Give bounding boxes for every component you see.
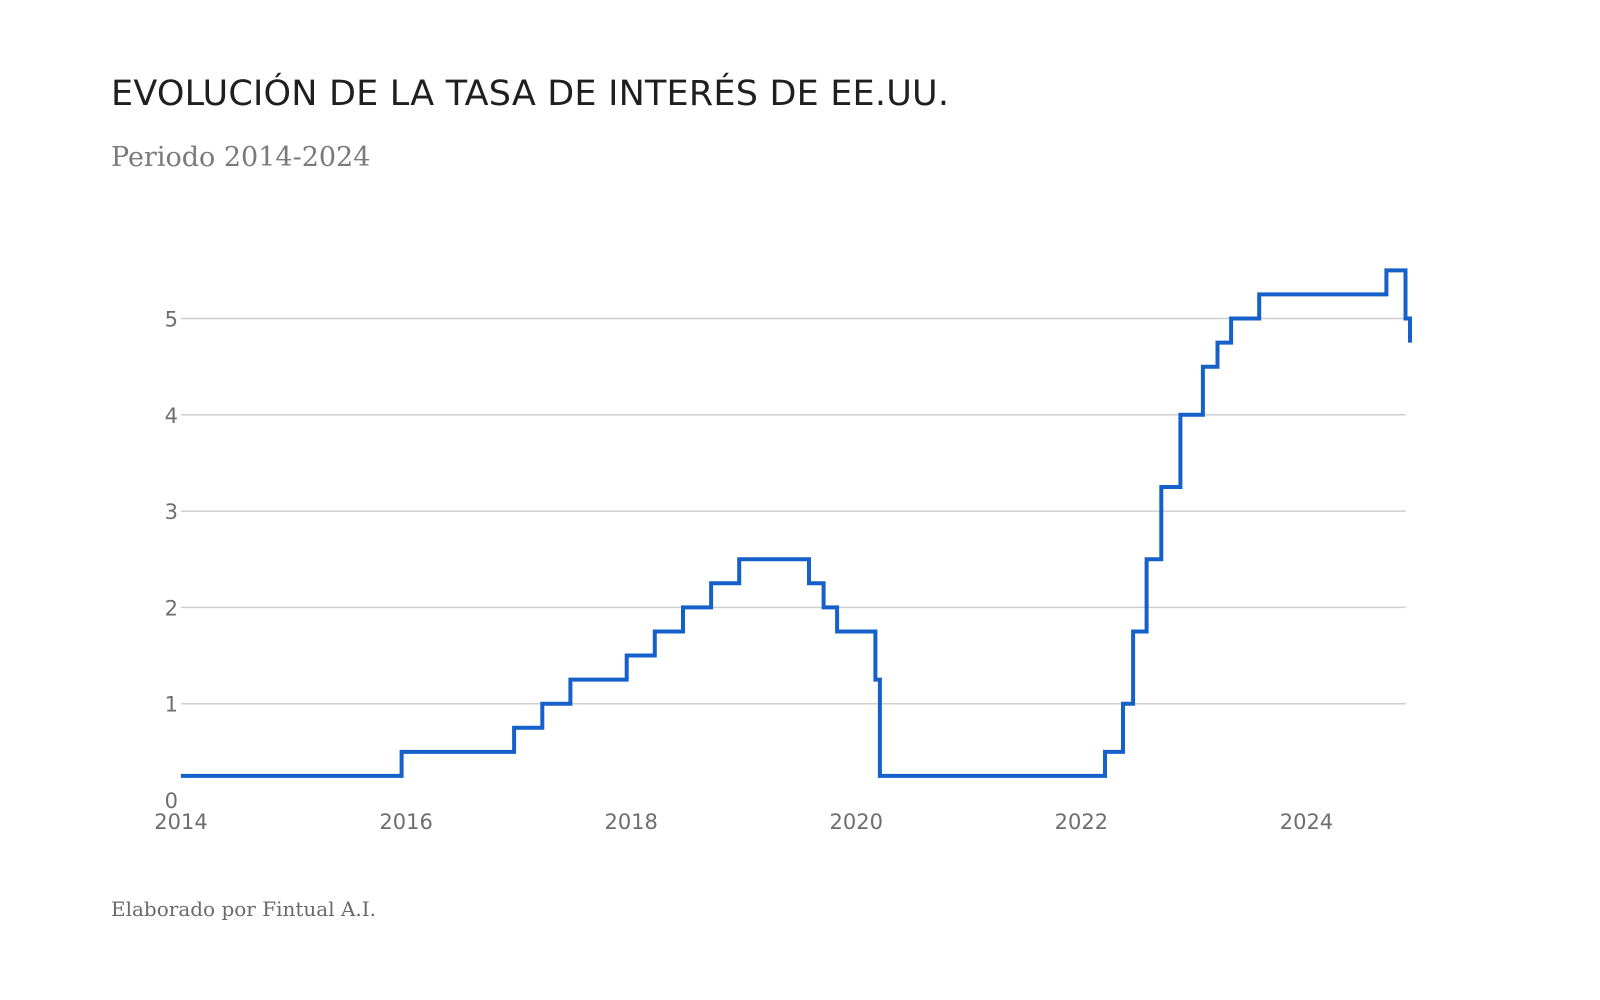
chart-title: EVOLUCIÓN DE LA TASA DE INTERÉS DE EE.UU… xyxy=(111,74,950,114)
x-axis-ticks: 2014 2016 2018 2020 2022 2024 xyxy=(154,810,1333,834)
x-tick-label: 2024 xyxy=(1280,810,1333,834)
credit-note: Elaborado por Fintual A.I. xyxy=(111,897,377,921)
x-tick-label: 2022 xyxy=(1055,810,1108,834)
grid-lines xyxy=(181,317,1406,705)
x-tick-label: 2014 xyxy=(154,810,207,834)
chart-subtitle: Periodo 2014-2024 xyxy=(111,142,371,173)
series-line-0 xyxy=(181,268,1412,778)
y-tick-label: 4 xyxy=(165,404,178,428)
y-tick-label: 3 xyxy=(165,500,178,524)
plot-area xyxy=(181,268,1412,778)
y-tick-label: 2 xyxy=(165,596,178,620)
x-tick-label: 2016 xyxy=(379,810,432,834)
y-tick-label: 5 xyxy=(165,308,178,332)
x-tick-label: 2018 xyxy=(604,810,657,834)
y-tick-label: 0 xyxy=(165,789,178,813)
x-tick-label: 2020 xyxy=(830,810,883,834)
y-axis-ticks: 0 1 2 3 4 5 xyxy=(165,308,178,814)
y-tick-label: 1 xyxy=(165,693,178,717)
